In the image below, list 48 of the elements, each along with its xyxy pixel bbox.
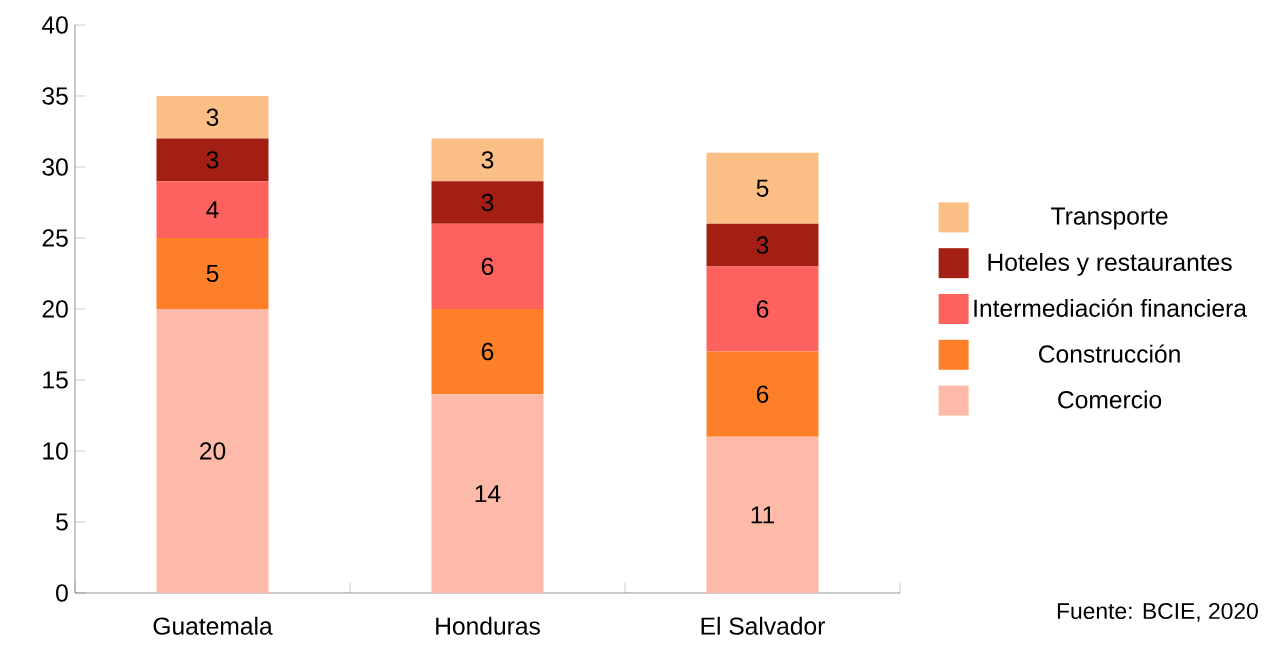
data-label: 3: [206, 108, 219, 127]
data-label: 4: [206, 201, 219, 219]
data-label: 14: [475, 485, 501, 503]
x-tick-label: El Salvador: [701, 616, 825, 635]
data-label: 3: [481, 151, 494, 169]
bar: [156, 181, 269, 238]
data-label: 3: [756, 236, 769, 254]
data-label: 5: [206, 264, 219, 283]
data-label: 5: [756, 179, 769, 197]
legend-label: Intermediación financiera: [974, 298, 1247, 317]
data-label: 6: [481, 257, 494, 276]
bar: [156, 308, 269, 593]
y-tick-label: 20: [42, 300, 68, 318]
bar: [156, 237, 269, 309]
y-tick-label: 25: [42, 229, 68, 247]
bar: [706, 223, 819, 267]
x-tick-label: Guatemala: [153, 616, 273, 635]
bar: [706, 351, 819, 437]
bar: [156, 138, 269, 182]
y-tick-label: 5: [56, 513, 68, 531]
y-tick-label: 35: [42, 87, 68, 105]
data-label: 6: [756, 300, 769, 318]
data-label: 3: [481, 193, 494, 212]
x-tick-label: Honduras: [436, 616, 540, 635]
bar: [706, 266, 819, 352]
y-tick-label: 10: [43, 442, 68, 460]
text: Comercio: [1058, 390, 1162, 409]
data-label: 20: [200, 442, 226, 460]
bar: [431, 181, 544, 224]
data-label: 6: [756, 385, 769, 403]
bar: [431, 138, 544, 182]
bar: [431, 223, 544, 309]
data-label: 6: [481, 342, 494, 361]
y-tick-label: 0: [56, 584, 68, 602]
legend-label: Hoteles y restaurantes: [988, 252, 1232, 276]
bar: [431, 308, 544, 395]
bar: [706, 436, 819, 593]
bar: [431, 394, 544, 593]
data-label: 3: [206, 151, 219, 169]
bar: [156, 95, 269, 139]
text: Construcción: [1039, 344, 1180, 363]
y-tick-label: 15: [43, 371, 68, 389]
y-tick-label: 30: [42, 158, 68, 176]
y-tick-label: 40: [41, 16, 68, 34]
source-note: Fuente: BCIE, 2020: [1057, 602, 1258, 622]
text: Transporte: [1051, 207, 1168, 230]
data-label: 11: [751, 506, 775, 524]
bar: [706, 152, 819, 224]
